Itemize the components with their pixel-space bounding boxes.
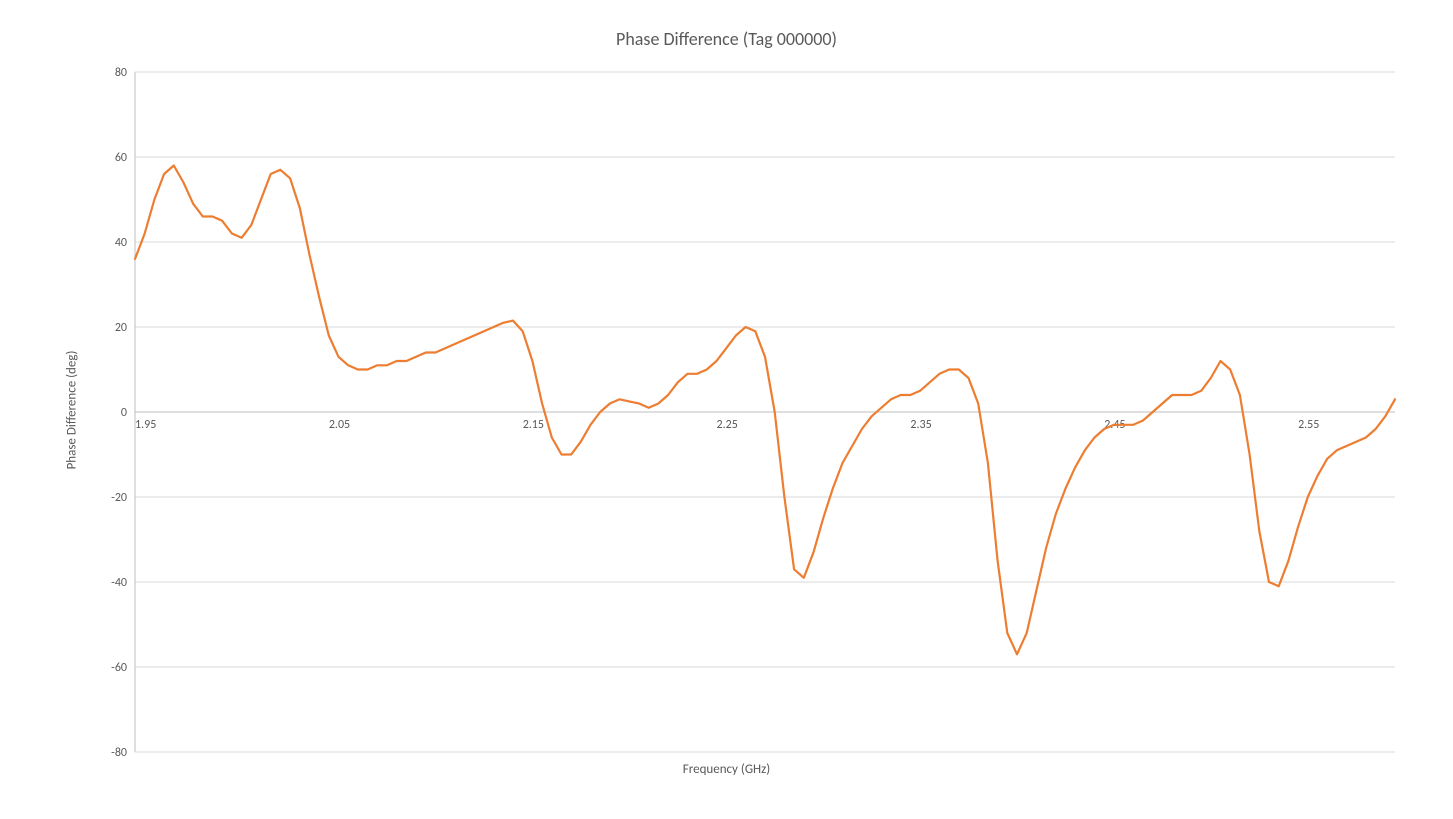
x-tick-label: 2.35 xyxy=(910,418,931,432)
chart-svg: -80 -60 -40 -20 0 20 40 60 80 1.95 2.05 2.15 2.25 2.3… xyxy=(0,0,1453,819)
y-tick-label: 40 xyxy=(115,236,127,250)
x-tick-label: 2.55 xyxy=(1298,418,1319,432)
chart-title: Phase Difference (Tag 000000) xyxy=(0,28,1453,50)
y-tick-label: 20 xyxy=(115,321,127,335)
x-tick-label: 2.25 xyxy=(717,418,738,432)
y-tick-label: 0 xyxy=(121,406,127,420)
y-tick-label: 80 xyxy=(115,66,127,80)
series-line xyxy=(135,166,1395,655)
chart-container: Phase Difference (Tag 000000) Phase Diff… xyxy=(0,0,1453,819)
x-tick-label: 2.15 xyxy=(523,418,544,432)
x-axis-label: Frequency (GHz) xyxy=(0,762,1453,777)
y-axis-label: Phase Difference (deg) xyxy=(65,350,80,469)
y-tick-label: 60 xyxy=(115,151,127,165)
x-tick-label: 2.05 xyxy=(329,418,350,432)
y-tick-label: -40 xyxy=(111,576,127,590)
y-tick-label: -80 xyxy=(111,746,127,760)
y-tick-label: -20 xyxy=(111,491,127,505)
y-tick-label: -60 xyxy=(111,661,127,675)
x-tick-label: 1.95 xyxy=(135,418,156,432)
